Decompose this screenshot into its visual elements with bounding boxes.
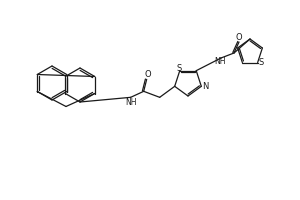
Text: O: O [144,70,151,79]
Text: O: O [236,32,242,42]
Text: S: S [176,64,182,73]
Text: S: S [258,58,263,67]
Text: N: N [202,82,208,91]
Text: NH: NH [125,98,136,107]
Text: NH: NH [214,58,226,66]
